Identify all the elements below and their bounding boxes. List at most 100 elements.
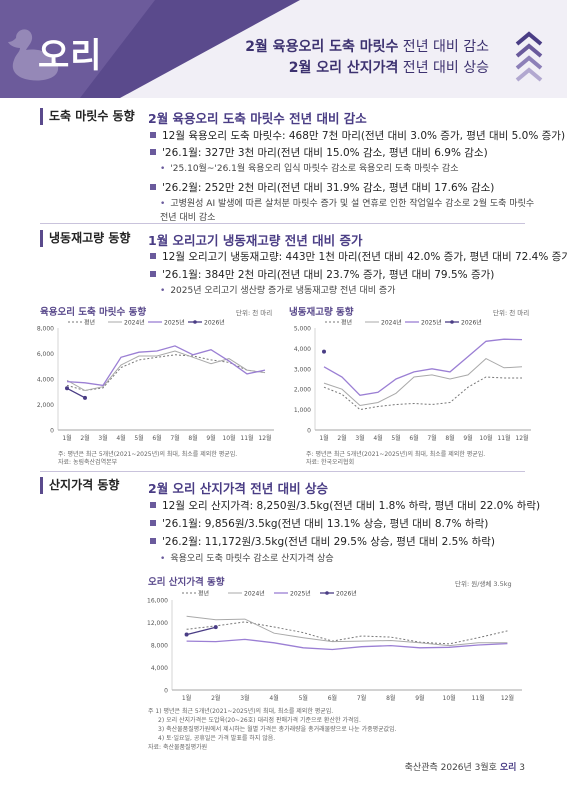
x-tick-label: 8월 (386, 694, 395, 702)
section-divider (40, 471, 525, 472)
legend-marker (450, 320, 454, 324)
section-title-slaughter: 2월 육용오리 도축 마릿수 전년 대비 감소 (148, 108, 367, 127)
sub-bullet: 고병원성 AI 발생에 따른 살처분 마릿수 증가 및 설 연휴로 인한 작업일… (160, 197, 540, 225)
series-line (324, 339, 522, 395)
y-tick-label: 8,000 (151, 643, 168, 650)
headline-1: 2월 육용오리 도축 마릿수 전년 대비 감소 (245, 36, 489, 56)
data-point (65, 386, 69, 390)
x-tick-label: 10월 (479, 434, 492, 442)
x-tick-label: 12월 (515, 434, 528, 442)
x-tick-label: 11월 (472, 694, 485, 702)
y-tick-label: 3,000 (294, 366, 311, 373)
legend-label: 평년 (198, 589, 209, 597)
legend-label: 평년 (84, 318, 95, 326)
page-number: 3 (519, 763, 525, 773)
chart3-note-2: 2) 오리 산지가격은 도압육(20~26호) 대리점 판매가격 기준으로 환산… (158, 716, 361, 725)
legend-label: 2024년 (244, 589, 265, 597)
y-tick-label: 4,000 (151, 665, 168, 672)
bullet-item: 12월 오리고기 냉동재고량: 443만 1천 마리(전년 대비 42.0% 증… (150, 249, 567, 264)
chart3-note-4: 4) 토·일요일, 공휴일은 가격 발표를 하지 않음. (158, 734, 275, 743)
x-tick-label: 7월 (427, 434, 436, 442)
section-label-price: 산지가격 동향 (40, 477, 140, 494)
x-tick-label: 7월 (170, 434, 179, 442)
x-tick-label: 5월 (391, 434, 400, 442)
data-point (83, 396, 87, 400)
legend-marker (193, 320, 197, 324)
sub-bullet: 육용오리 도축 마릿수 감소로 산지가격 상승 (160, 552, 540, 566)
series-line (67, 346, 265, 386)
y-tick-label: 12,000 (147, 620, 168, 627)
y-tick-label: 2,000 (294, 387, 311, 394)
series-line (67, 388, 85, 398)
chart1-source: 자료: 농림축산검역본부 (58, 458, 117, 467)
x-tick-label: 2월 (337, 434, 346, 442)
series-line (324, 377, 522, 410)
bullet-item: '26.2월: 11,172원/3.5kg(전년 대비 29.5% 상승, 평년… (150, 534, 495, 549)
y-tick-label: 4,000 (294, 346, 311, 353)
x-tick-label: 11월 (240, 434, 253, 442)
legend-label: 2025년 (164, 318, 185, 326)
chart2-source: 자료: 한국오리협회 (306, 458, 354, 467)
legend-label: 2025년 (290, 589, 311, 597)
x-tick-label: 9월 (415, 694, 424, 702)
data-point (185, 633, 189, 637)
y-tick-label: 2,000 (37, 402, 54, 409)
x-tick-label: 3월 (98, 434, 107, 442)
legend-label: 2025년 (421, 318, 442, 326)
legend-label: 2026년 (461, 318, 482, 326)
series-line (187, 616, 508, 645)
chevron-up-icon (513, 30, 545, 82)
headline-2: 2월 오리 산지가격 전년 대비 상승 (289, 57, 489, 77)
chart3-note-3: 3) 축산물품질평가원에서 제시하는 월별 가격은 총가래량을 총거래물량으로 … (158, 725, 397, 734)
chart-price: 0 4,000 8,000 12,000 16,000 1월 2월 3월 4월 5월 6월 7월 8월 9… (140, 586, 530, 704)
data-point (214, 625, 218, 629)
chart-frozen: 0 1,000 2,000 3,000 4,000 5,000 1월 2월 3월 4월 5월 6월 7월… (287, 316, 537, 444)
section-label-slaughter: 도축 마릿수 동향 (40, 108, 140, 125)
y-tick-label: 16,000 (147, 598, 168, 605)
category-title: 오리 (38, 28, 103, 77)
page-footer: 축산관측 2026년 3월호 오리 3 (405, 760, 525, 773)
x-tick-label: 1월 (182, 694, 191, 702)
legend-label: 2026년 (336, 589, 357, 597)
legend-marker (325, 591, 329, 595)
x-tick-label: 12월 (258, 434, 271, 442)
y-tick-label: 4,000 (37, 377, 54, 384)
x-tick-label: 3월 (355, 434, 364, 442)
x-tick-label: 10월 (443, 694, 456, 702)
section-title-frozen: 1월 오리고기 냉동재고량 전년 대비 증가 (148, 230, 362, 249)
chart3-note-1: 주 1) 평년은 최근 5개년(2021~2025년)의 최대, 최소를 제외한… (148, 707, 333, 716)
x-tick-label: 8월 (445, 434, 454, 442)
x-tick-label: 5월 (134, 434, 143, 442)
series-line (324, 359, 522, 406)
x-tick-label: 6월 (409, 434, 418, 442)
section-title-price: 2월 오리 산지가격 전년 대비 상승 (148, 478, 328, 497)
x-tick-label: 2월 (211, 694, 220, 702)
x-tick-label: 10월 (222, 434, 235, 442)
x-tick-label: 6월 (152, 434, 161, 442)
data-point (322, 350, 326, 354)
bullet-item: '26.1월: 327만 3천 마리(전년 대비 15.0% 감소, 평년 대비… (150, 145, 488, 160)
x-tick-label: 4월 (373, 434, 382, 442)
legend-label: 2024년 (124, 318, 145, 326)
y-tick-label: 5,000 (294, 326, 311, 333)
y-tick-label: 0 (50, 428, 54, 435)
x-tick-label: 8월 (188, 434, 197, 442)
y-tick-label: 8,000 (37, 326, 54, 333)
bullet-item: 12월 오리 산지가격: 8,250원/3.5kg(전년 대비 1.8% 하락,… (150, 498, 540, 513)
x-tick-label: 4월 (269, 694, 278, 702)
x-tick-label: 5월 (299, 694, 308, 702)
x-tick-label: 6월 (328, 694, 337, 702)
section-label-frozen: 냉동재고량 동향 (40, 230, 140, 247)
chart3-source: 자료: 축산물품질평가원 (148, 743, 207, 752)
bullet-item: 12월 육용오리 도축 마릿수: 468만 7천 마리(전년 대비 3.0% 증… (150, 128, 565, 143)
sub-bullet: 2025년 오리고기 생산량 증가로 냉동재고량 전년 대비 증가 (160, 284, 540, 298)
y-tick-label: 1,000 (294, 407, 311, 414)
section-divider (40, 223, 525, 224)
x-tick-label: 1월 (319, 434, 328, 442)
sub-bullet: '25.10월~'26.1월 육용오리 입식 마릿수 감소로 육용오리 도축 마… (160, 162, 540, 176)
x-tick-label: 9월 (463, 434, 472, 442)
bullet-item: '26.1월: 384만 2천 마리(전년 대비 23.7% 증가, 평년 대비… (150, 267, 494, 282)
x-tick-label: 3월 (240, 694, 249, 702)
legend-label: 2026년 (204, 318, 225, 326)
legend-label: 2024년 (381, 318, 402, 326)
